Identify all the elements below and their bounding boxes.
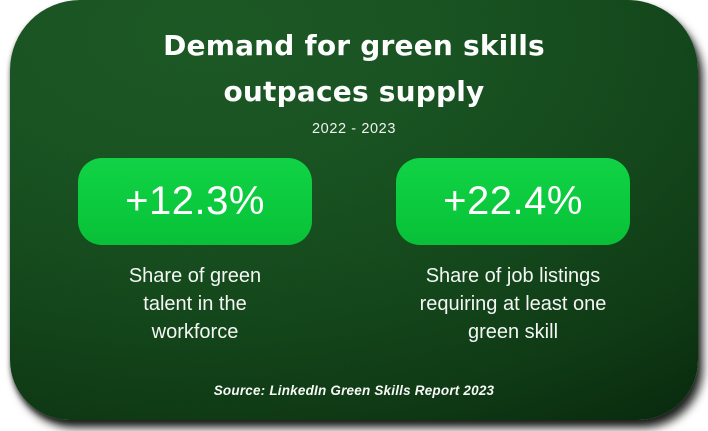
- title-line-1: Demand for green skills: [163, 29, 545, 62]
- cropped-bottom-edge-strip: [0, 427, 708, 431]
- stats-row: +12.3% Share of green talent in the work…: [10, 158, 698, 346]
- infographic-card: Demand for green skills outpaces supply …: [10, 0, 698, 420]
- stat-value-green-talent: +12.3%: [125, 179, 265, 223]
- source-attribution: Source: LinkedIn Green Skills Report 202…: [213, 383, 495, 398]
- stat-pill-job-listings: +22.4%: [396, 158, 630, 245]
- stat-job-listings: +22.4% Share of job listings requiring a…: [396, 158, 630, 346]
- stat-value-job-listings: +22.4%: [443, 179, 583, 223]
- stat-description-green-talent: Share of green talent in the workforce: [128, 265, 262, 343]
- page-title: Demand for green skills outpaces supply: [10, 0, 698, 115]
- title-line-2: outpaces supply: [223, 75, 485, 108]
- date-range-subtitle: 2022 - 2023: [312, 121, 396, 137]
- stat-description-job-listings: Share of job listings requiring at least…: [419, 265, 607, 343]
- stat-green-talent: +12.3% Share of green talent in the work…: [78, 158, 312, 346]
- stat-pill-green-talent: +12.3%: [78, 158, 312, 245]
- card-content: Demand for green skills outpaces supply …: [10, 0, 698, 398]
